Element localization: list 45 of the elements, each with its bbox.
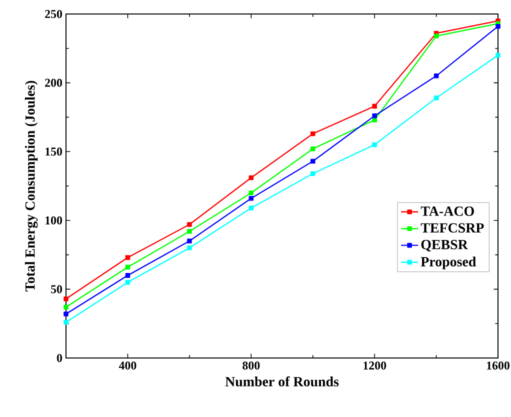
point <box>310 171 316 176</box>
point <box>248 190 254 196</box>
y-tick-label: 100 <box>46 216 62 224</box>
point <box>372 118 377 122</box>
point <box>187 229 192 234</box>
point <box>125 280 130 285</box>
point <box>125 255 130 260</box>
point <box>64 312 68 316</box>
legend-label: TEFCSRP <box>420 223 484 233</box>
legend-label: QEBSR <box>421 240 468 252</box>
point <box>434 96 439 100</box>
point <box>248 175 254 180</box>
x-tick-label: 800 <box>242 362 260 370</box>
x-tick-label: 1600 <box>487 362 510 370</box>
y-tick-label: 50 <box>51 285 62 294</box>
point <box>187 246 192 250</box>
point <box>187 222 192 227</box>
x-axis-title: Number of Rounds <box>225 376 339 386</box>
y-axis-title: Total Energy Consumption (Joules) <box>24 80 38 292</box>
point <box>372 113 377 118</box>
y-tick-label: 150 <box>46 148 62 156</box>
point <box>125 273 130 278</box>
point <box>125 264 130 270</box>
y-tick-label: 0 <box>56 354 62 362</box>
legend-label: Proposed <box>420 256 476 270</box>
point <box>372 142 377 148</box>
x-tick-label: 1200 <box>364 362 386 370</box>
point <box>496 52 500 58</box>
point <box>372 104 377 109</box>
x-tick-label: 400 <box>118 362 136 370</box>
point <box>187 238 192 244</box>
point <box>434 74 439 78</box>
point <box>64 296 68 302</box>
point <box>310 146 316 152</box>
y-tick-label: 250 <box>45 10 62 18</box>
point <box>434 34 439 38</box>
point <box>310 158 316 164</box>
point <box>64 320 68 325</box>
point <box>64 304 68 310</box>
point <box>496 24 500 29</box>
point <box>248 196 254 201</box>
point <box>310 131 316 136</box>
point <box>248 206 254 210</box>
y-tick-label: 200 <box>45 78 62 87</box>
legend-label: TA-ACO <box>420 206 474 216</box>
